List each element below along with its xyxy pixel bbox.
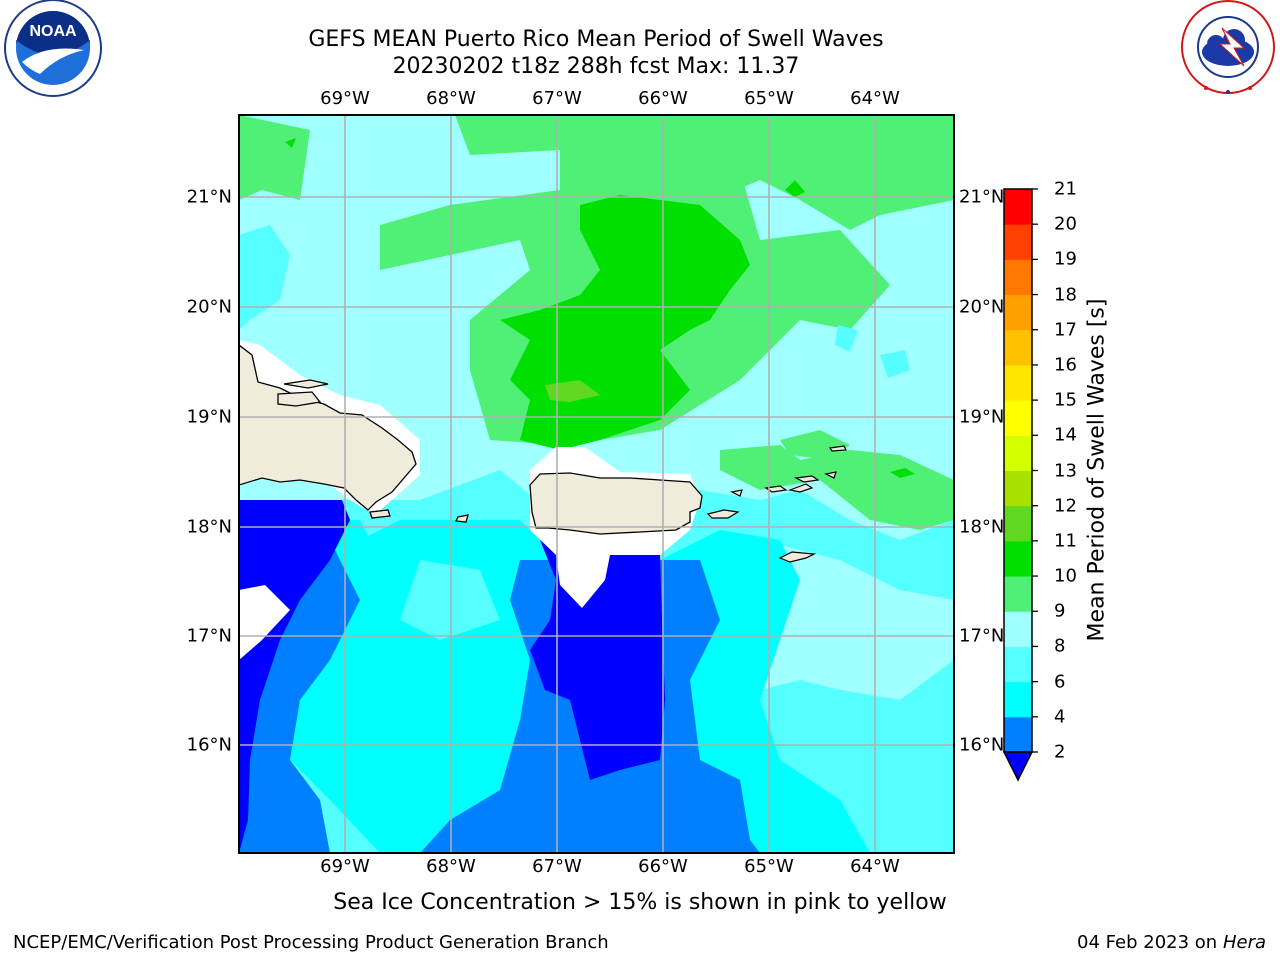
map-gridlines xyxy=(239,115,954,853)
run-host: Hera xyxy=(1222,932,1266,953)
colorbar-segment xyxy=(1004,646,1032,683)
noaa-logo-text: NOAA xyxy=(29,23,77,40)
colorbar-tick-label: 18 xyxy=(1054,284,1077,306)
bottom-lon-label: 65°W xyxy=(744,856,794,877)
colorbar-segment xyxy=(1004,681,1032,718)
left-lat-label: 21°N xyxy=(186,186,232,208)
colorbar-segment xyxy=(1004,576,1032,612)
left-lat-label: 19°N xyxy=(186,406,232,428)
right-lat-label: 21°N xyxy=(959,186,1005,208)
map-subtitle: 20230202 t18z 288h fcst Max: 11.37 xyxy=(392,54,800,79)
run-date: 04 Feb 2023 on Hera xyxy=(1077,932,1266,953)
colorbar-tick-label: 19 xyxy=(1054,248,1077,270)
colorbar-tick-label: 14 xyxy=(1054,424,1077,446)
colorbar-segment xyxy=(1004,259,1032,296)
colorbar-segment xyxy=(1004,540,1032,577)
top-lon-label: 69°W xyxy=(320,88,370,109)
colorbar-segment xyxy=(1004,611,1032,647)
right-lat-label: 20°N xyxy=(959,296,1005,318)
colorbar-segment xyxy=(1004,294,1032,331)
right-lat-label: 16°N xyxy=(959,734,1005,756)
colorbar-segment xyxy=(1004,716,1032,753)
colorbar-segment xyxy=(1004,364,1032,401)
map-title: GEFS MEAN Puerto Rico Mean Period of Swe… xyxy=(308,27,884,52)
top-lon-label: 66°W xyxy=(638,88,688,109)
top-lon-label: 65°W xyxy=(744,88,794,109)
swell-period-map xyxy=(239,115,954,853)
colorbar-segment xyxy=(1004,329,1032,366)
colorbar-extend-min xyxy=(1002,751,1034,782)
top-lon-label: 64°W xyxy=(850,88,900,109)
run-date-text: 04 Feb 2023 on xyxy=(1077,932,1218,953)
left-lat-label: 17°N xyxy=(186,625,232,647)
noaa-logo: NOAA xyxy=(4,0,102,97)
colorbar-segment xyxy=(1004,470,1032,507)
colorbar-tick-label: 13 xyxy=(1054,460,1077,481)
bottom-lon-label: 69°W xyxy=(320,856,370,877)
producer-credit: NCEP/EMC/Verification Post Processing Pr… xyxy=(13,932,609,953)
colorbar-segment xyxy=(1004,505,1032,542)
colorbar-segment xyxy=(1004,400,1032,436)
colorbar-segment xyxy=(1004,224,1032,260)
top-lon-label: 67°W xyxy=(532,88,582,109)
colorbar-title: Mean Period of Swell Waves [s] xyxy=(1084,298,1110,642)
colorbar-tick-label: 6 xyxy=(1054,671,1066,693)
colorbar-segment xyxy=(1004,189,1032,225)
nws-logo xyxy=(1181,0,1275,94)
colorbar-tick-label: 16 xyxy=(1054,354,1077,376)
right-lat-label: 19°N xyxy=(959,406,1005,428)
bottom-lon-label: 67°W xyxy=(532,856,582,877)
left-lat-label: 20°N xyxy=(186,296,232,318)
colorbar xyxy=(1002,188,1038,782)
colorbar-tick-label: 20 xyxy=(1054,213,1077,235)
colorbar-tick-label: 9 xyxy=(1054,600,1066,622)
colorbar-tick-label: 4 xyxy=(1054,706,1066,728)
colorbar-tick-label: 11 xyxy=(1054,530,1077,552)
colorbar-segment xyxy=(1004,435,1032,471)
bottom-lon-label: 64°W xyxy=(850,856,900,877)
left-lat-label: 18°N xyxy=(186,516,232,538)
colorbar-tick-label: 12 xyxy=(1054,495,1077,517)
map-frame xyxy=(238,114,955,854)
colorbar-tick-label: 17 xyxy=(1054,319,1077,341)
right-lat-label: 18°N xyxy=(959,516,1005,538)
top-lon-label: 68°W xyxy=(426,88,476,109)
colorbar-tick-label: 21 xyxy=(1054,178,1077,200)
left-lat-label: 16°N xyxy=(186,734,232,756)
colorbar-tick-label: 10 xyxy=(1054,565,1077,587)
right-lat-label: 17°N xyxy=(959,625,1005,647)
colorbar-tick-label: 2 xyxy=(1054,741,1066,763)
bottom-lon-label: 68°W xyxy=(426,856,476,877)
colorbar-tick-label: 8 xyxy=(1054,635,1066,657)
bottom-lon-label: 66°W xyxy=(638,856,688,877)
sea-ice-note: Sea Ice Concentration > 15% is shown in … xyxy=(333,890,947,915)
colorbar-tick-label: 15 xyxy=(1054,389,1077,411)
